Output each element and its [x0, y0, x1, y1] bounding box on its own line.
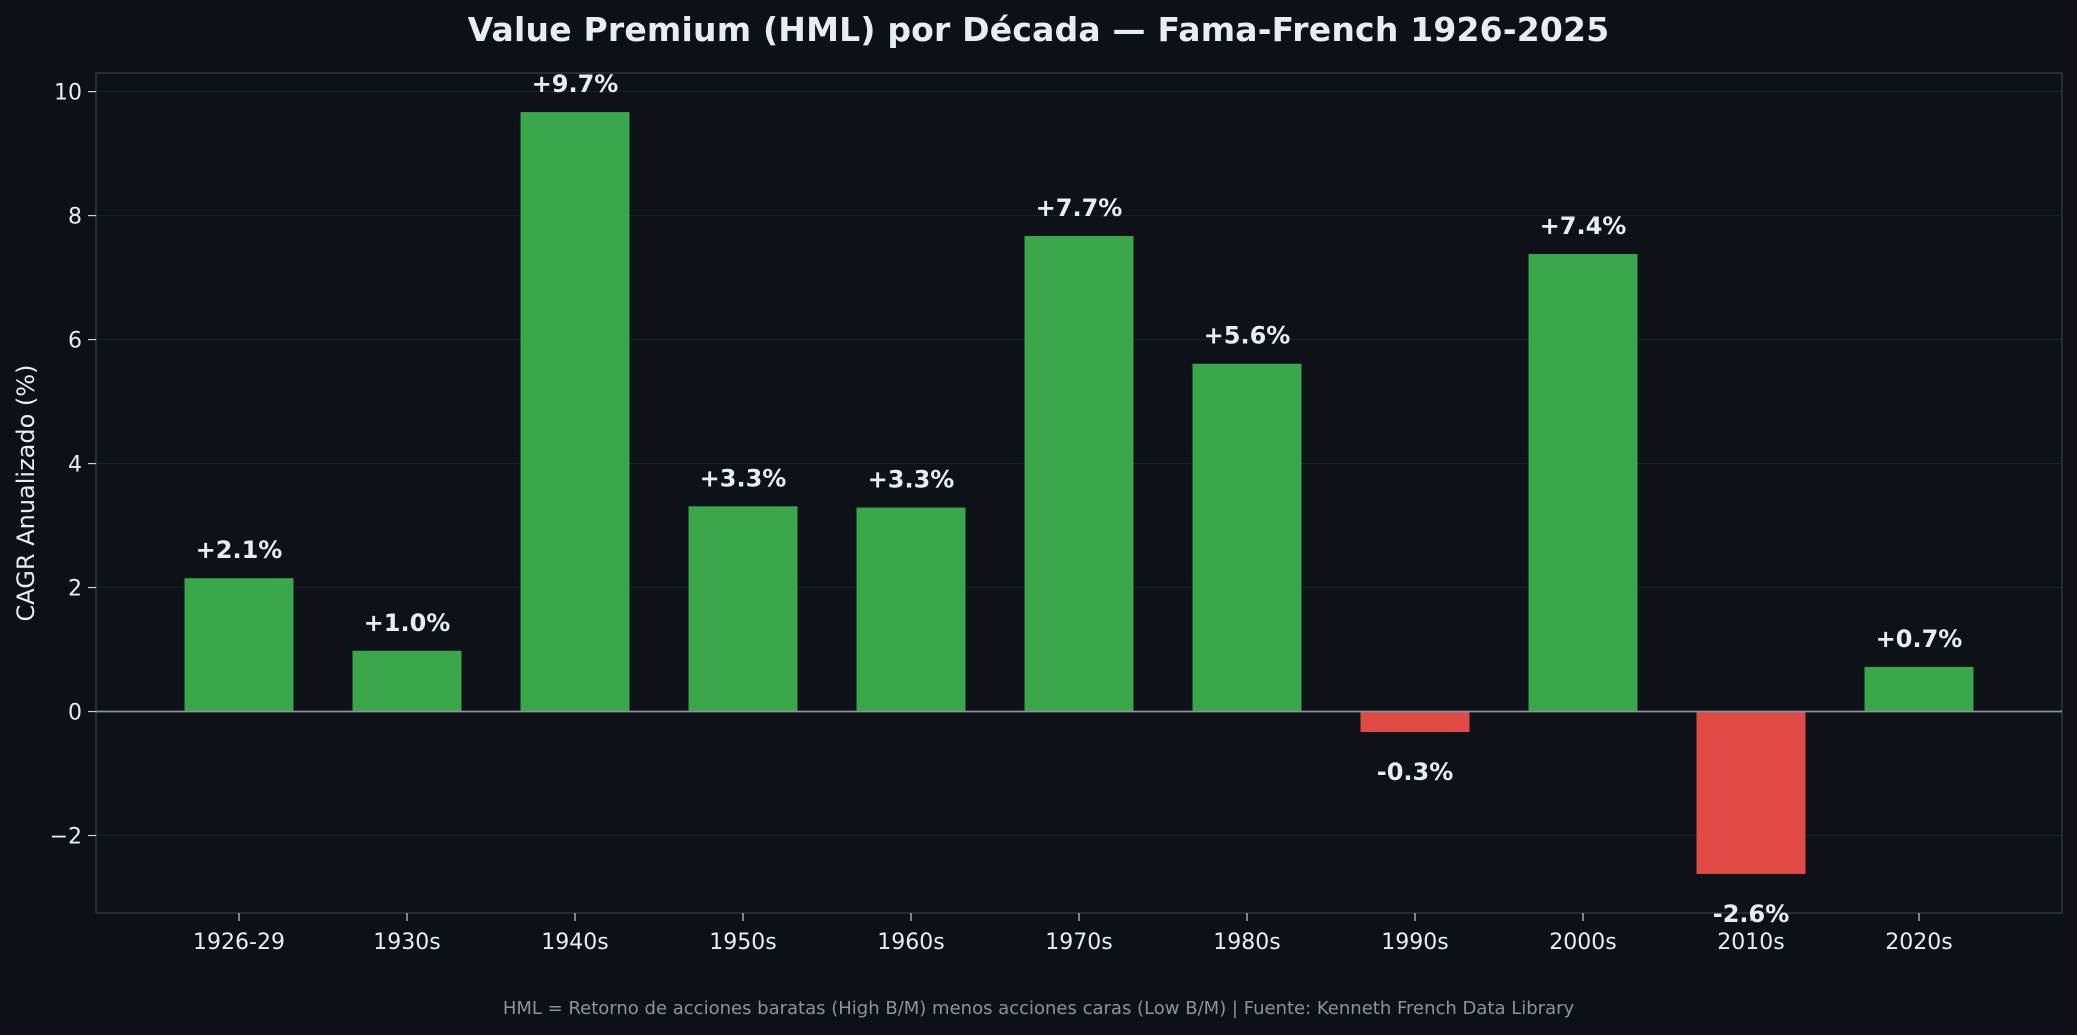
x-tick-label: 1940s [541, 930, 608, 955]
x-tick-label: 1980s [1213, 930, 1280, 955]
x-tick-label: 1990s [1381, 930, 1448, 955]
chart-title: Value Premium (HML) por Década — Fama-Fr… [467, 10, 1610, 49]
data-label: +9.7% [532, 70, 619, 98]
x-tick-label: 2010s [1717, 930, 1784, 955]
data-label: +7.4% [1540, 212, 1627, 240]
x-tick-label: 1970s [1045, 930, 1112, 955]
y-tick-label: 10 [54, 81, 82, 106]
data-label: +5.6% [1204, 322, 1291, 350]
y-tick-label: −2 [50, 825, 82, 850]
bar [352, 650, 462, 712]
y-tick-label: 0 [68, 701, 82, 726]
x-tick-label: 2020s [1885, 930, 1952, 955]
data-label: -0.3% [1377, 758, 1454, 786]
bar [1192, 363, 1302, 712]
bar [1360, 711, 1470, 732]
bar [856, 507, 966, 712]
y-tick-label: 4 [68, 453, 82, 478]
bar [520, 112, 630, 712]
data-label: +3.3% [700, 464, 787, 492]
bar [184, 578, 294, 712]
data-label: +1.0% [364, 609, 451, 637]
data-label: -2.6% [1713, 900, 1790, 928]
x-axis-ticks: 1926-29 1930s 1940s 1950s 1960s 1970s 1980s 199… [193, 913, 1953, 955]
x-tick-label: 2000s [1549, 930, 1616, 955]
y-tick-label: 2 [68, 577, 82, 602]
bar [1528, 254, 1638, 712]
data-labels: +2.1% +1.0% +9.7% +3.3% +3.3% +7.7% +5.6% -0.3%… [196, 70, 1963, 928]
footnote: HML = Retorno de acciones baratas (High … [502, 998, 1575, 1019]
y-axis-ticks: −2 0 2 4 6 8 10 [50, 81, 96, 850]
x-tick-label: 1950s [709, 930, 776, 955]
data-label: +0.7% [1876, 625, 1963, 653]
x-tick-label: 1960s [877, 930, 944, 955]
bar [688, 506, 798, 712]
bars [184, 112, 1974, 874]
y-tick-label: 6 [68, 329, 82, 354]
bar [1024, 236, 1134, 712]
y-tick-label: 8 [68, 205, 82, 230]
data-label: +7.7% [1036, 194, 1123, 222]
bar [1864, 666, 1974, 712]
y-axis-title: CAGR Anualizado (%) [12, 365, 40, 622]
x-tick-label: 1926-29 [193, 930, 285, 955]
data-label: +2.1% [196, 536, 283, 564]
bar [1696, 711, 1806, 874]
x-tick-label: 1930s [373, 930, 440, 955]
data-label: +3.3% [868, 466, 955, 494]
